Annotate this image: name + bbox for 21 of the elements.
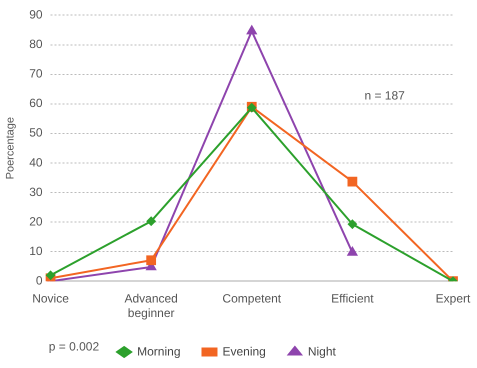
x-tick-label: Novice — [32, 292, 70, 306]
y-axis-title: Poercentage — [4, 117, 17, 180]
y-tick-label: 80 — [29, 37, 43, 52]
y-tick-label: 90 — [29, 8, 43, 22]
x-tick-label: Expert — [436, 292, 472, 306]
y-tick-label: 10 — [29, 244, 43, 258]
y-tick-label: 0 — [36, 274, 43, 288]
text: p = 0.002 — [48, 339, 100, 354]
y-tick-label: 40 — [29, 155, 43, 170]
legend-label: Night — [308, 344, 337, 358]
x-tick-label: Advanced beginner — [124, 292, 178, 320]
y-tick-label: 60 — [29, 96, 43, 110]
y-tick-label: 30 — [29, 184, 43, 199]
legend-label: Morning — [137, 344, 180, 358]
legend-label: Evening — [222, 344, 266, 358]
x-tick-label: Efficient — [331, 292, 374, 306]
y-tick-label: 50 — [29, 126, 43, 140]
y-tick-label: 70 — [29, 66, 43, 81]
annotation: n = 187 — [364, 88, 406, 103]
y-tick-label: 20 — [29, 214, 43, 228]
x-tick-label: Competent — [222, 292, 282, 306]
